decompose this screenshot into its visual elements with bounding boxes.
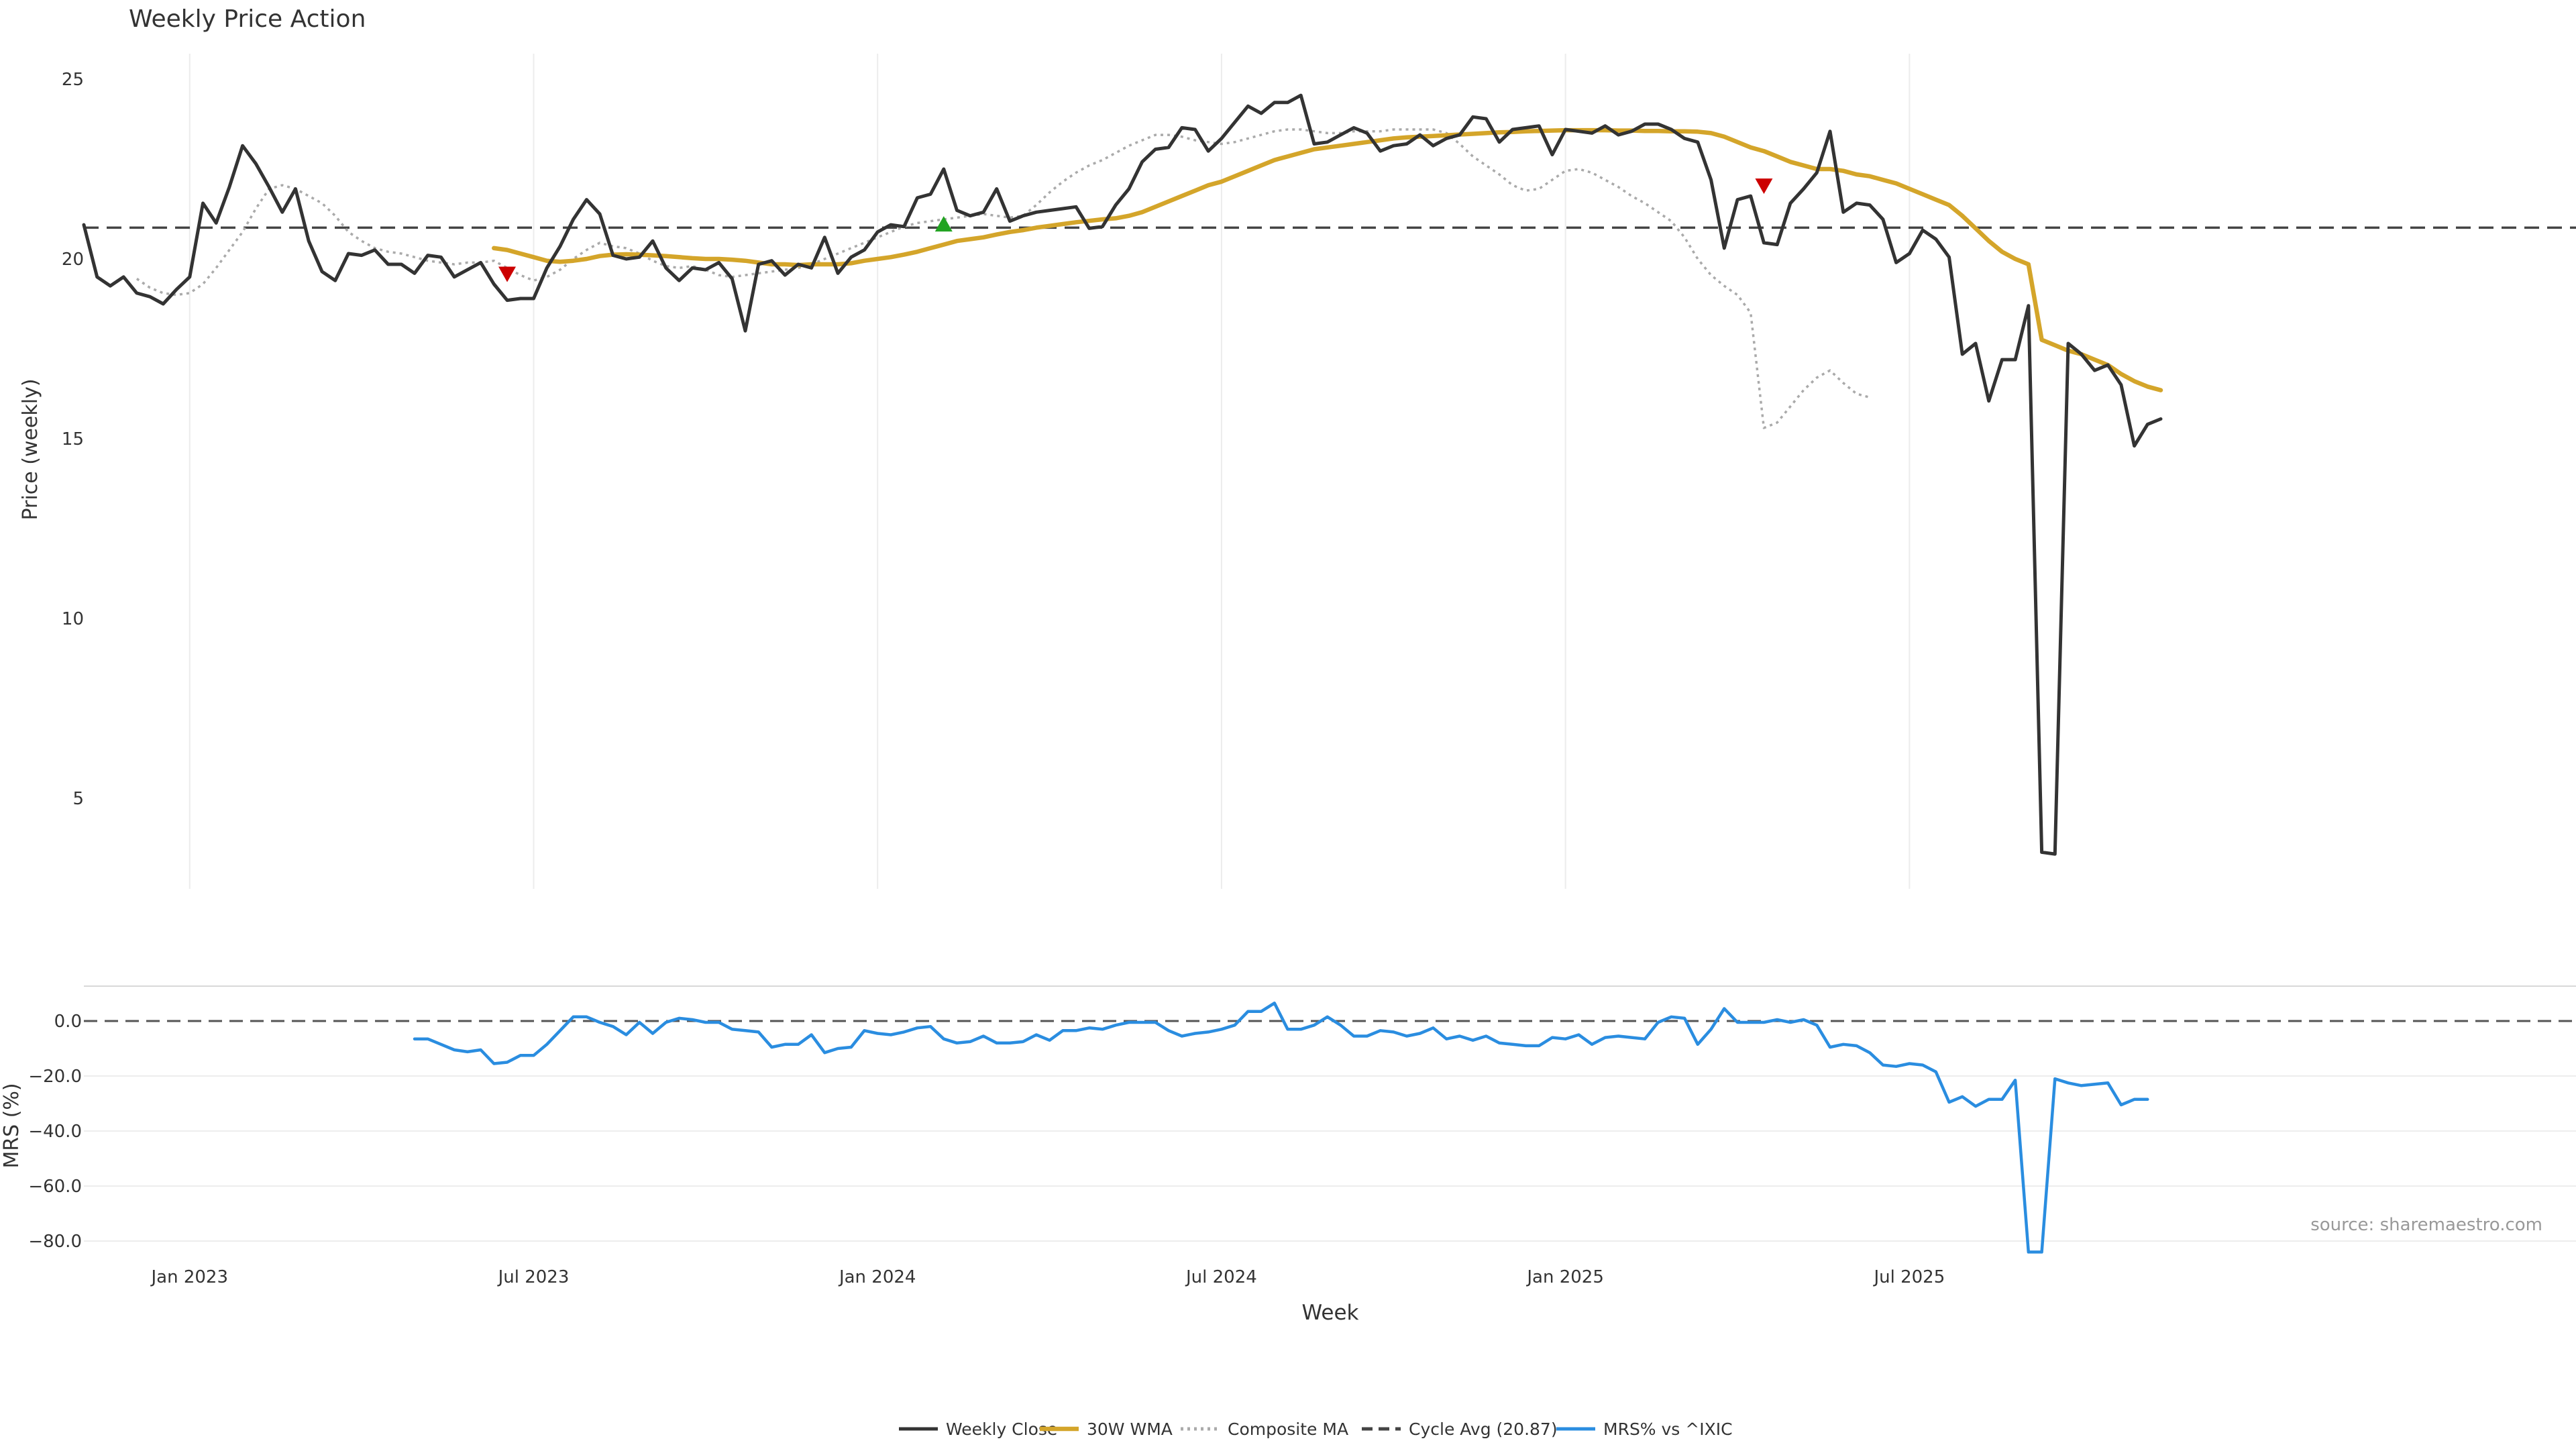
x-tick-label: Jan 2025 (1525, 1267, 1604, 1287)
price-y-axis-label: Price (weekly) (19, 378, 42, 520)
legend-label: Composite MA (1228, 1419, 1348, 1439)
legend-label: MRS% vs ^IXIC (1603, 1419, 1733, 1439)
mrs-y-tick-label: 0.0 (54, 1012, 82, 1032)
legend-label: Cycle Avg (20.87) (1409, 1419, 1558, 1439)
source-annotation: source: sharemaestro.com (2310, 1215, 2542, 1235)
legend-label: 30W WMA (1087, 1419, 1173, 1439)
chart-title: Weekly Price Action (129, 5, 366, 33)
legend: Weekly Close 30W WMA Composite MA Cycle Avg… (899, 1419, 1733, 1439)
price-y-tick-label: 10 (62, 609, 84, 629)
price-y-tick-label: 20 (62, 250, 84, 270)
buy-signal-marker (934, 216, 953, 232)
grid (189, 54, 1911, 889)
mrs-y-tick-label: −40.0 (28, 1122, 82, 1142)
mrs-y-tick-label: −20.0 (28, 1067, 82, 1087)
price-panel: 5 10 15 20 25 (62, 70, 2576, 856)
x-tick-label: Jan 2023 (150, 1267, 229, 1287)
mrs-y-axis-label: MRS (%) (0, 1083, 23, 1168)
mrs-y-tick-label: −80.0 (28, 1232, 82, 1252)
x-tick-labels: Jan 2023 Jul 2023 Jan 2024 Jul 2024 Jan 2025… (150, 1267, 1945, 1287)
x-tick-label: Jul 2024 (1185, 1267, 1257, 1287)
x-tick-label: Jan 2024 (838, 1267, 916, 1287)
weekly-close-line (82, 93, 2163, 856)
wma-30w-line (492, 127, 2163, 392)
legend-label: Weekly Close (946, 1419, 1057, 1439)
mrs-panel: 0.0 −20.0 −40.0 −60.0 −80.0 (28, 985, 2576, 1254)
x-axis-label: Week (1302, 1301, 1359, 1325)
price-y-tick-label: 25 (62, 70, 84, 90)
sell-signal-marker (498, 266, 517, 282)
x-tick-label: Jul 2025 (1872, 1267, 1945, 1287)
price-y-tick-label: 5 (72, 789, 84, 809)
price-y-tick-label: 15 (62, 429, 84, 449)
x-tick-label: Jul 2023 (497, 1267, 570, 1287)
mrs-y-tick-label: −60.0 (28, 1177, 82, 1197)
composite-ma-line (136, 128, 1870, 429)
mrs-line (413, 1002, 2149, 1254)
sell-signal-marker (1755, 178, 1773, 195)
